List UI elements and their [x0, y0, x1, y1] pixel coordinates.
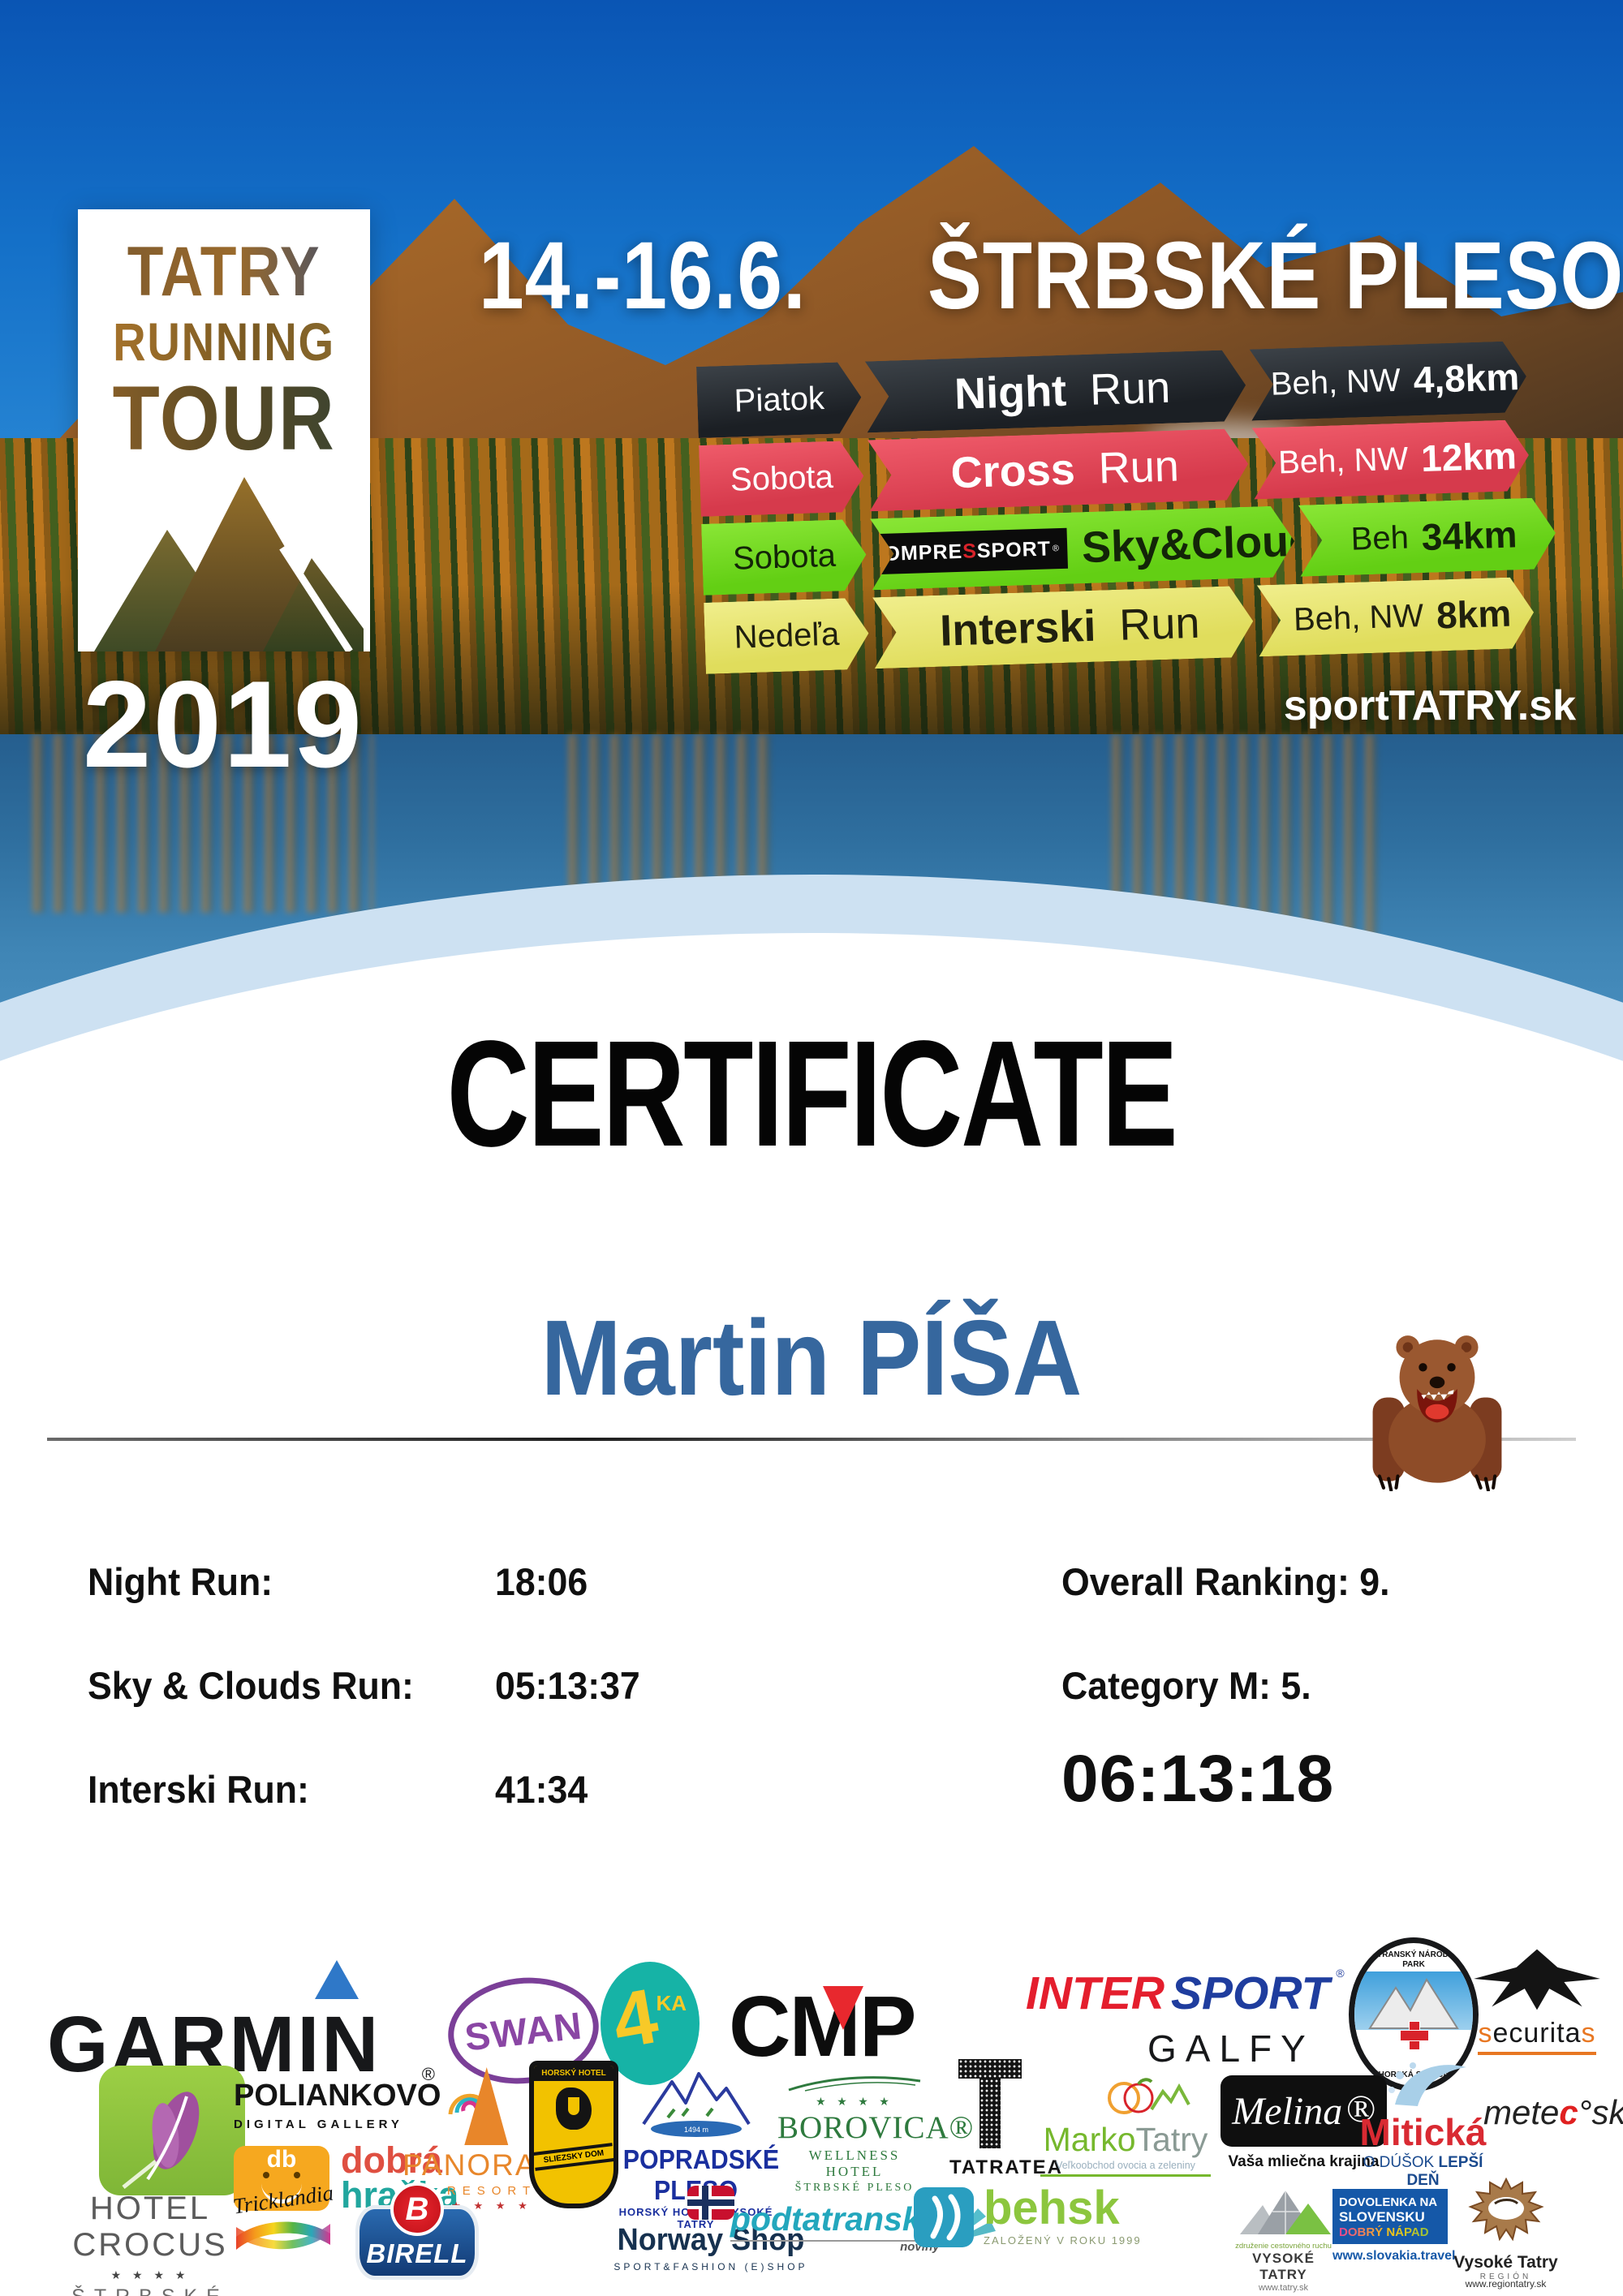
sponsor-behsk: behsk ZALOŽENÝ V ROKU 1999: [914, 2184, 1142, 2247]
red-cross-icon: [1400, 2021, 1429, 2050]
overall-ranking: Overall Ranking: 9.: [1061, 1560, 1390, 1603]
race-day: Piatok: [696, 362, 863, 438]
sponsor-birell: BIRELL B: [355, 2182, 479, 2281]
race-name: Night Run: [865, 350, 1247, 433]
race-name: Interski Run: [872, 586, 1255, 669]
race-info: Beh 34km: [1298, 497, 1557, 577]
galfy-logo: GALFY: [1147, 2027, 1315, 2070]
sponsor-poliankovo: POLIANKOVO DIGITAL GALLERY: [234, 2074, 510, 2131]
sponsor-horsky-hotel-sliezsky-dom: HORSKÝ HOTEL SLIEZSKY DOM: [529, 2061, 618, 2208]
birell-b-icon: B: [390, 2182, 444, 2236]
logo-line-3: TOUR: [100, 373, 348, 464]
result-value: 18:06: [495, 1560, 588, 1603]
race-info: Beh, NW 8km: [1257, 577, 1535, 657]
chalice-icon: [568, 2097, 579, 2115]
category-ranking: Category M: 5.: [1061, 1664, 1311, 1707]
race-day: Sobota: [699, 441, 865, 517]
chamois-sun-emblem-icon: [1467, 2177, 1544, 2242]
mountain-hotel-icon: 1494 m: [641, 2072, 751, 2137]
race-info: Beh, NW 4,8km: [1250, 341, 1528, 421]
cmp-triangle-icon: [823, 1986, 863, 2030]
race-name: Cross Run: [867, 428, 1250, 512]
sponsor-borovica-hotel: ★ ★ ★ ★ BOROVICA® WELLNESS HOTEL ŠTRBSKÉ…: [777, 2074, 973, 2195]
event-title: 14.-16.6. ŠTRBSKÉ PLESO: [479, 221, 1623, 331]
result-value: 05:13:37: [495, 1664, 640, 1707]
divider-line: [47, 1438, 1576, 1441]
logo-line-1: TATRY: [100, 237, 348, 307]
sponsor-hotel-crocus-icon: [99, 2066, 245, 2195]
sponsor-vysoke-tatry: združenie cestovného ruchu VYSOKÉ TATRY …: [1229, 2182, 1338, 2293]
sponsor-norway-shop: Norway Shop SPORT&FASHION (E)SHOP: [605, 2186, 816, 2272]
tower-icon: [464, 2067, 519, 2145]
sponsor-intersport-galfy: INTER SPORT ® GALFY: [1019, 1967, 1345, 2070]
gallery-arcs-icon: [448, 2093, 489, 2115]
svg-text:1494 m: 1494 m: [683, 2126, 708, 2134]
tanap-mountains-icon: [1354, 1971, 1473, 2030]
result-label: Night Run:: [88, 1560, 273, 1603]
norway-flag-icon: [687, 2186, 734, 2220]
slovakia-travel-box: DOVOLENKA NA SLOVENSKU DOBRÝ NÁPAD: [1332, 2189, 1448, 2244]
sponsor-tatratea: TATRATEA: [949, 2059, 1061, 2179]
sponsor-meteo-sk: metec°sk: [1483, 2093, 1623, 2131]
event-date: 14.-16.6.: [479, 222, 807, 329]
sponsor-dovolenka-na-slovensku: DOVOLENKA NA SLOVENSKU DOBRÝ NÁPAD www.s…: [1332, 2189, 1455, 2264]
sponsor-miticka: Mitická O DÚŠOK LEPŠÍ DEŇ: [1352, 2056, 1494, 2190]
rainbow-ribbon-icon: [236, 2221, 330, 2250]
event-location: ŠTRBSKÉ PLESO: [927, 222, 1623, 329]
water-splash-icon: [1388, 2062, 1466, 2106]
runner-legs-icon: [914, 2187, 974, 2247]
result-label: Interski Run:: [88, 1768, 309, 1811]
swoosh-icon: [788, 2076, 921, 2092]
sponsor-region-vysoke-tatry: Vysoké Tatry REGIÓN www.regiontatry.sk: [1451, 2176, 1561, 2290]
result-label: Sky & Clouds Run:: [88, 1664, 414, 1707]
sponsor-melina: Melina ® Vaša mliečna krajina: [1220, 2075, 1387, 2171]
hero-photo: TATRY RUNNING TOUR 2019 14.-16.6. ŠTRBSK…: [0, 0, 1623, 1091]
event-year: 2019: [82, 656, 364, 793]
fruit-mountain-icon: [1108, 2078, 1190, 2114]
race-banners: Piatok Night Run Beh, NW 4,8km Sobota Cro…: [696, 340, 1565, 681]
bear-mascot-icon: [1372, 1335, 1502, 1491]
sponsor-hotel-crocus-text: HOTEL CROCUS ★ ★ ★ ★ ŠTRBSKÉ PLESO: [71, 2191, 228, 2296]
eagle-icon: [1474, 1949, 1600, 2010]
race-day: Sobota: [701, 519, 867, 595]
runner-name: Martin PÍŠA: [540, 1298, 1083, 1417]
lake-reflection: [32, 734, 373, 913]
melina-script-logo: Melina ®: [1220, 2075, 1387, 2147]
race-day: Nedeľa: [704, 598, 870, 674]
sponsor-marko-tatry: MarkoTatry Veľkoobchod ovocia a zeleniny: [1040, 2077, 1211, 2177]
logo-mountains-icon: [94, 477, 364, 651]
total-time: 06:13:18: [1061, 1742, 1335, 1816]
race-info: Beh, NW 12km: [1252, 419, 1530, 500]
sponsor-securitas: securitas: [1466, 1946, 1608, 2055]
logo-line-2: RUNNING: [100, 315, 348, 368]
tatry-running-tour-logo: TATRY RUNNING TOUR: [78, 209, 370, 651]
sponsor-tricklandia: Tricklandia: [230, 2180, 336, 2259]
toy-box-icon: db: [234, 2145, 329, 2211]
website-url: sportTATRY.sk: [1283, 682, 1576, 729]
tatry-triangles-icon: [1239, 2191, 1331, 2234]
sponsor-cmp: CMP: [729, 1979, 917, 2075]
page-title: CERTIFICATE: [446, 1010, 1178, 1178]
garmin-delta-icon: [315, 1960, 359, 1999]
ornate-t-icon: [958, 2059, 1022, 2148]
result-value: 41:34: [495, 1768, 588, 1811]
crocus-flower-icon: [122, 2092, 200, 2189]
